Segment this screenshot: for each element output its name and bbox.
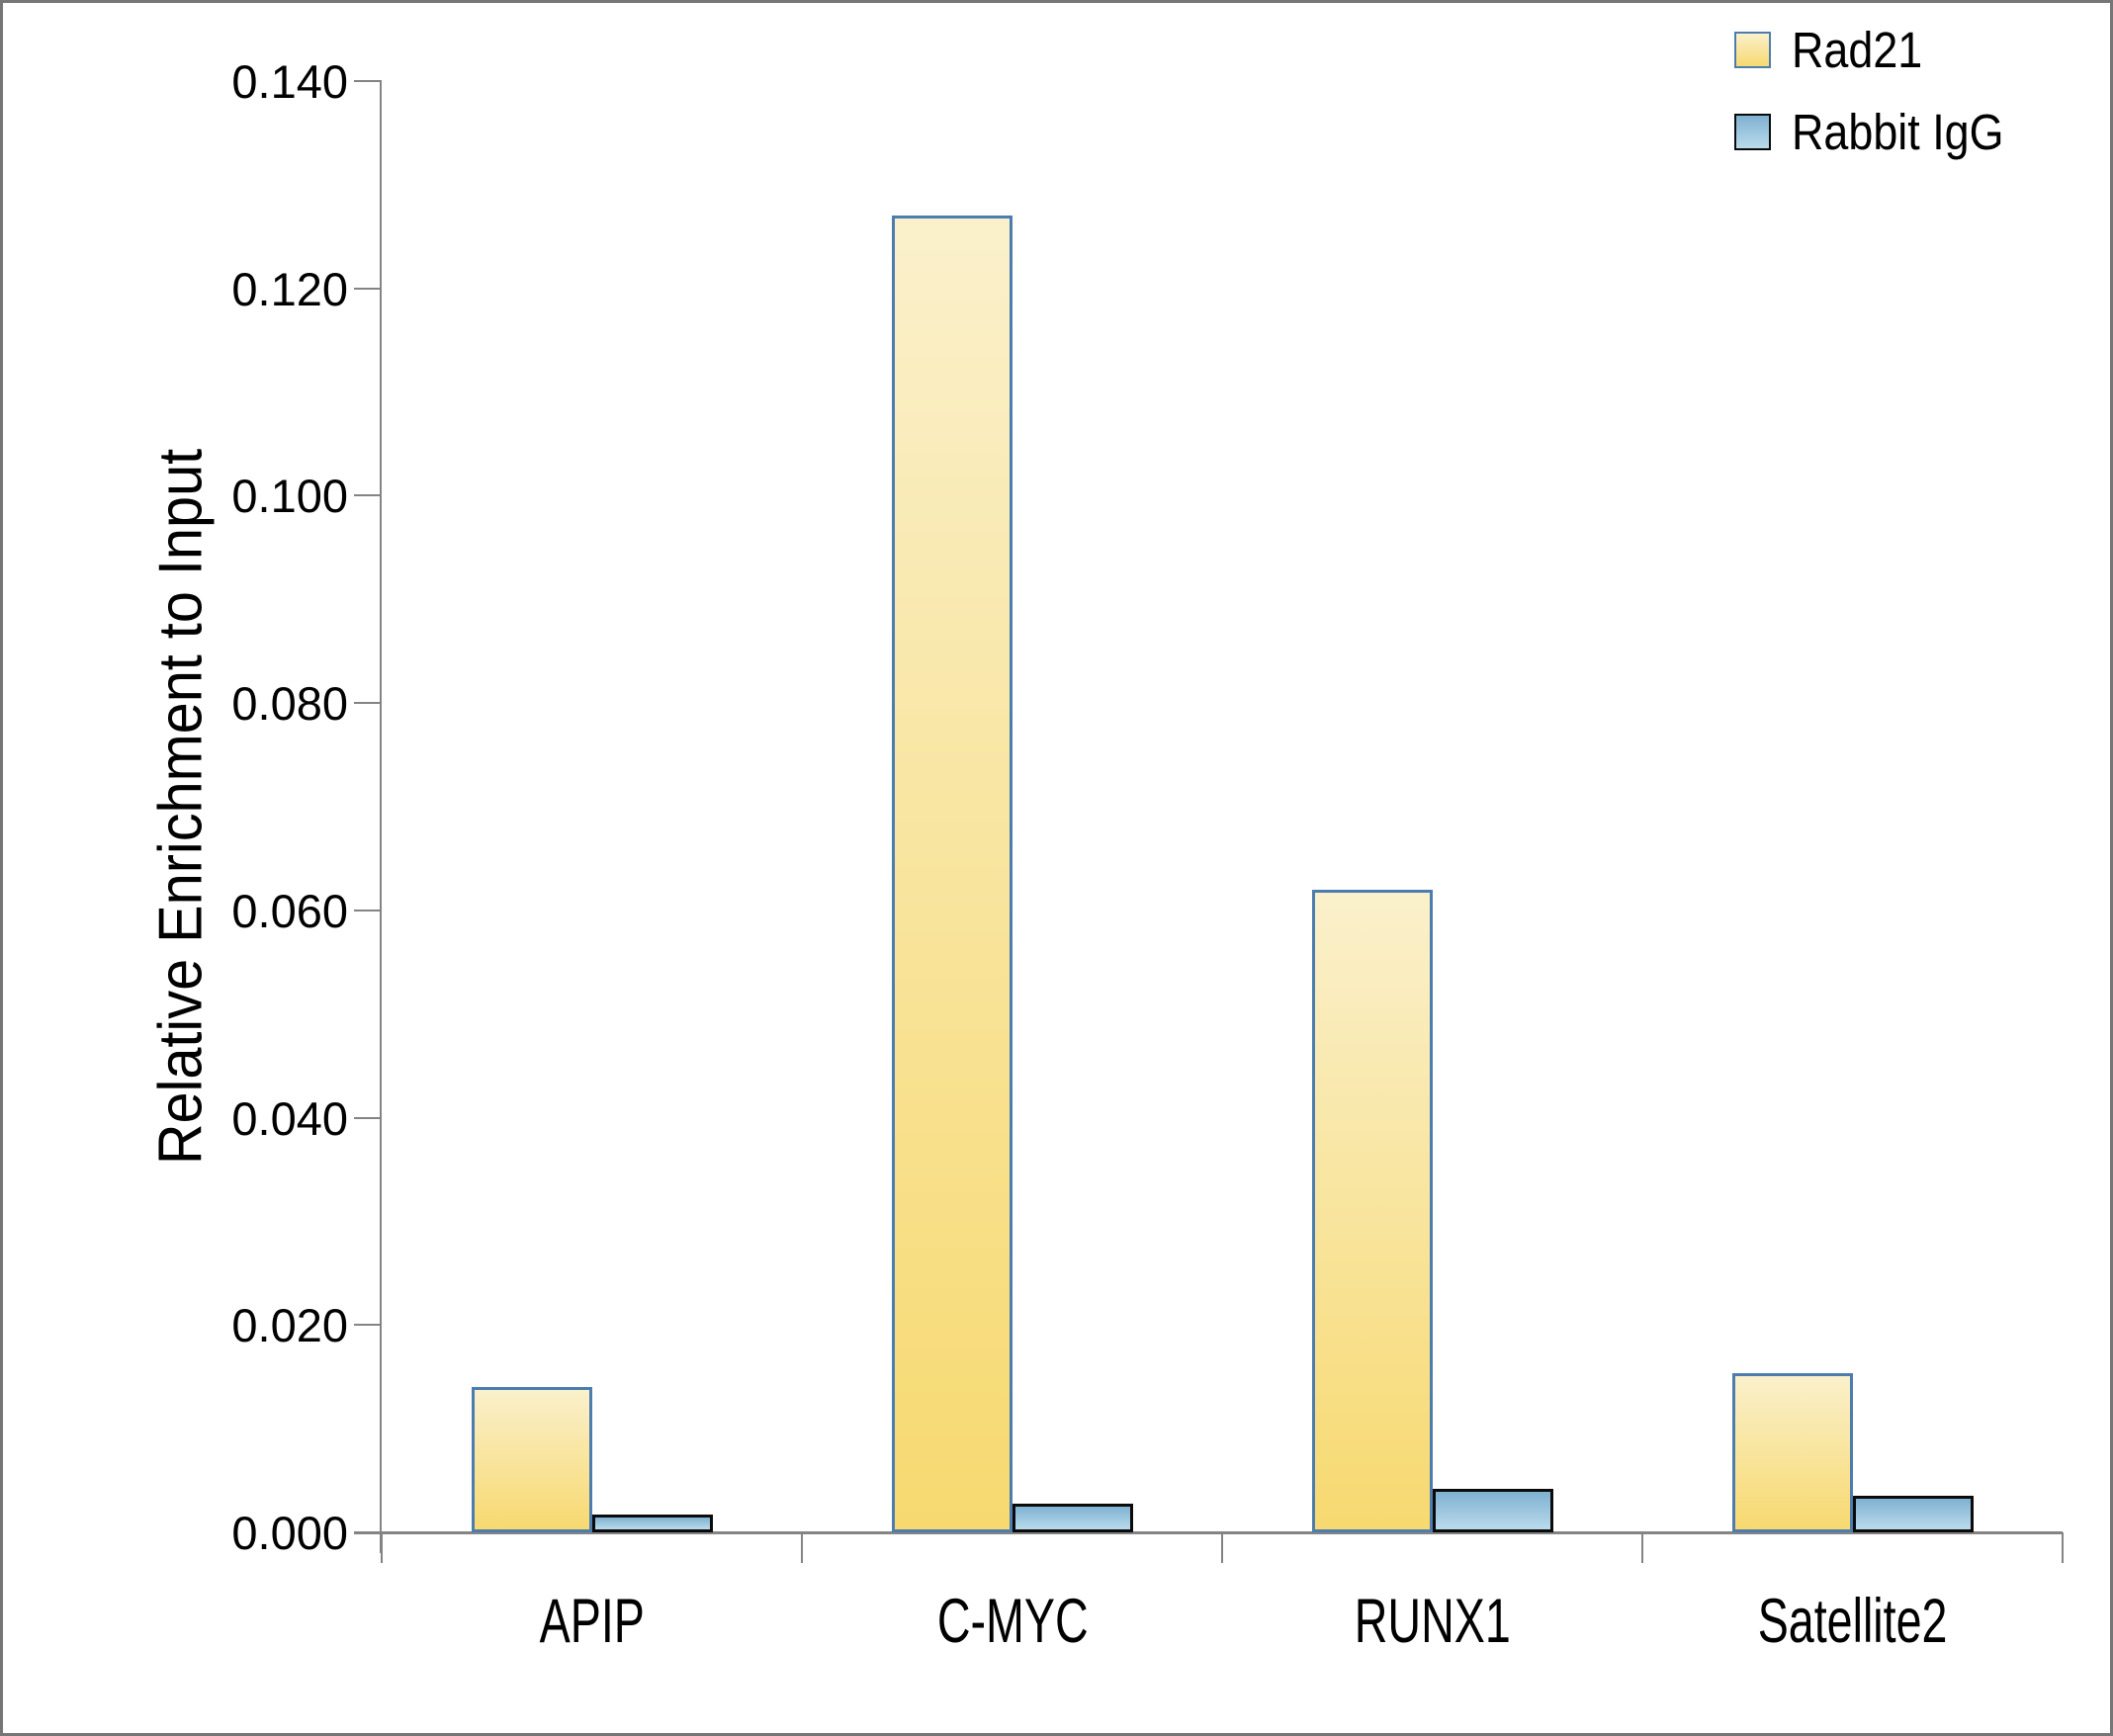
- y-tick-label: 0.040: [231, 1091, 348, 1145]
- legend-item-rabbit-igg: Rabbit IgG: [1734, 104, 2033, 160]
- x-axis-label-apip: APIP: [382, 1589, 803, 1654]
- y-tick-mark: [354, 494, 382, 497]
- x-axis-separator-tick: [381, 1532, 383, 1563]
- legend-label: Rabbit IgG: [1792, 103, 2004, 160]
- x-axis-label-text: C-MYC: [936, 1587, 1089, 1656]
- bar-rad21-satellite2: [1731, 1373, 1853, 1532]
- x-axis-separator-tick: [1221, 1532, 1223, 1563]
- bar-rad21-runx1: [1311, 890, 1433, 1532]
- y-axis-title: Relative Enrichment to Input: [146, 448, 216, 1166]
- x-axis-separator-tick: [1641, 1532, 1643, 1563]
- y-tick-label: 0.100: [231, 470, 348, 523]
- y-axis-line: [380, 81, 382, 1553]
- bar-rabbit-igg-c-myc: [1012, 1504, 1133, 1532]
- x-axis-label-text: APIP: [539, 1587, 646, 1656]
- x-axis-label-runx1: RUNX1: [1222, 1589, 1643, 1654]
- x-axis-label-c-myc: C-MYC: [802, 1589, 1223, 1654]
- y-tick-label: 0.080: [231, 677, 348, 731]
- y-tick-mark: [354, 702, 382, 705]
- legend-label: Rad21: [1792, 21, 1923, 78]
- bar-rabbit-igg-satellite2: [1852, 1496, 1974, 1532]
- y-tick-label: 0.000: [231, 1507, 348, 1559]
- y-tick-label: 0.140: [231, 55, 348, 108]
- y-tick-mark: [354, 287, 382, 290]
- x-axis-label-text: Satellite2: [1758, 1587, 1948, 1656]
- y-tick-mark: [354, 909, 382, 911]
- bar-rabbit-igg-runx1: [1432, 1489, 1553, 1532]
- legend-swatch-rabbit-igg: [1734, 113, 1771, 150]
- y-tick-label: 0.120: [231, 262, 348, 315]
- x-axis-label-satellite2: Satellite2: [1642, 1589, 2064, 1654]
- x-axis-label-text: RUNX1: [1354, 1587, 1512, 1656]
- y-tick-label: 0.020: [231, 1299, 348, 1352]
- bar-rad21-apip: [471, 1387, 592, 1532]
- x-axis-line: [354, 1531, 2063, 1534]
- x-axis-separator-tick: [801, 1532, 803, 1563]
- y-tick-mark: [354, 1116, 382, 1119]
- y-tick-mark: [354, 1324, 382, 1327]
- y-tick-mark: [354, 1531, 382, 1533]
- bar-rabbit-igg-apip: [591, 1515, 713, 1532]
- legend-swatch-rad21: [1734, 31, 1771, 68]
- y-tick-label: 0.060: [231, 884, 348, 937]
- x-axis-separator-tick: [2062, 1532, 2064, 1563]
- legend-item-rad21: Rad21: [1734, 22, 2033, 78]
- bar-rad21-c-myc: [891, 216, 1012, 1532]
- legend: Rad21 Rabbit IgG: [1734, 22, 2033, 195]
- y-tick-mark: [354, 80, 382, 82]
